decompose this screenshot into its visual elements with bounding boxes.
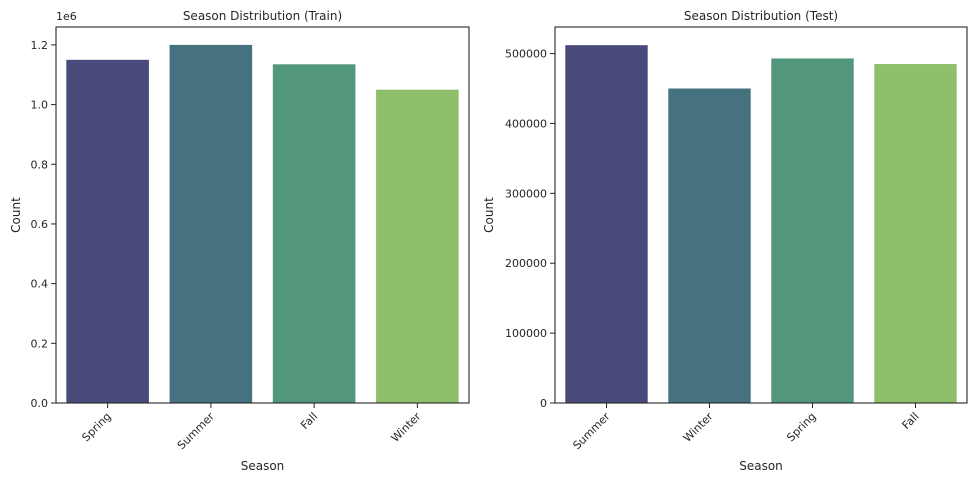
test-ytick-label: 300000 bbox=[505, 187, 547, 200]
train-xtick-label-fall: Fall bbox=[298, 410, 320, 432]
train-ytick-label: 1.0 bbox=[31, 99, 49, 112]
train-ytick-label: 1.2 bbox=[31, 39, 49, 52]
train-ytick-label: 0.8 bbox=[31, 158, 49, 171]
test-x-axis-label: Season bbox=[739, 459, 783, 473]
train-ytick-label: 0.2 bbox=[31, 337, 49, 350]
train-ytick-label: 0.6 bbox=[31, 218, 49, 231]
test-ytick-label: 200000 bbox=[505, 257, 547, 270]
test-chart: 0 100000 200000 300000 400000 500000 Summer Win… bbox=[482, 9, 968, 473]
train-ytick-label: 0.0 bbox=[31, 397, 49, 410]
test-xtick-label-fall: Fall bbox=[900, 410, 922, 432]
train-axis-offset-label: 1e6 bbox=[56, 10, 77, 23]
test-xtick-label-spring: Spring bbox=[784, 410, 818, 444]
test-xtick-label-summer: Summer bbox=[570, 410, 613, 453]
train-xtick-label-winter: Winter bbox=[389, 410, 424, 445]
test-bar-summer bbox=[565, 45, 648, 404]
train-bar-spring bbox=[66, 59, 149, 403]
test-bar-spring bbox=[771, 58, 854, 403]
test-xtick-label-winter: Winter bbox=[681, 410, 716, 445]
train-bar-winter bbox=[376, 89, 459, 404]
train-x-axis-label: Season bbox=[241, 459, 285, 473]
test-ytick-label: 100000 bbox=[505, 327, 547, 340]
train-chart-title: Season Distribution (Train) bbox=[183, 9, 342, 23]
train-xtick-label-summer: Summer bbox=[175, 410, 218, 453]
train-xtick-label-spring: Spring bbox=[79, 410, 113, 444]
test-chart-title: Season Distribution (Test) bbox=[684, 9, 838, 23]
train-plot-frame bbox=[55, 26, 470, 404]
test-bar-fall bbox=[874, 64, 957, 403]
train-chart: 0.0 0.2 0.4 0.6 0.8 1.0 1.2 Spring Summer Fall Win… bbox=[9, 9, 470, 473]
test-ytick-label: 500000 bbox=[505, 48, 547, 61]
test-ytick-label: 400000 bbox=[505, 117, 547, 130]
test-y-axis-label: Count bbox=[482, 197, 496, 233]
test-ytick-label: 0 bbox=[540, 397, 547, 410]
train-ytick-label: 0.4 bbox=[31, 278, 49, 291]
train-y-axis-label: Count bbox=[9, 197, 23, 233]
train-bar-fall bbox=[272, 64, 356, 404]
test-bar-winter bbox=[668, 88, 751, 403]
test-plot-frame bbox=[554, 26, 968, 404]
train-bar-summer bbox=[169, 44, 253, 404]
